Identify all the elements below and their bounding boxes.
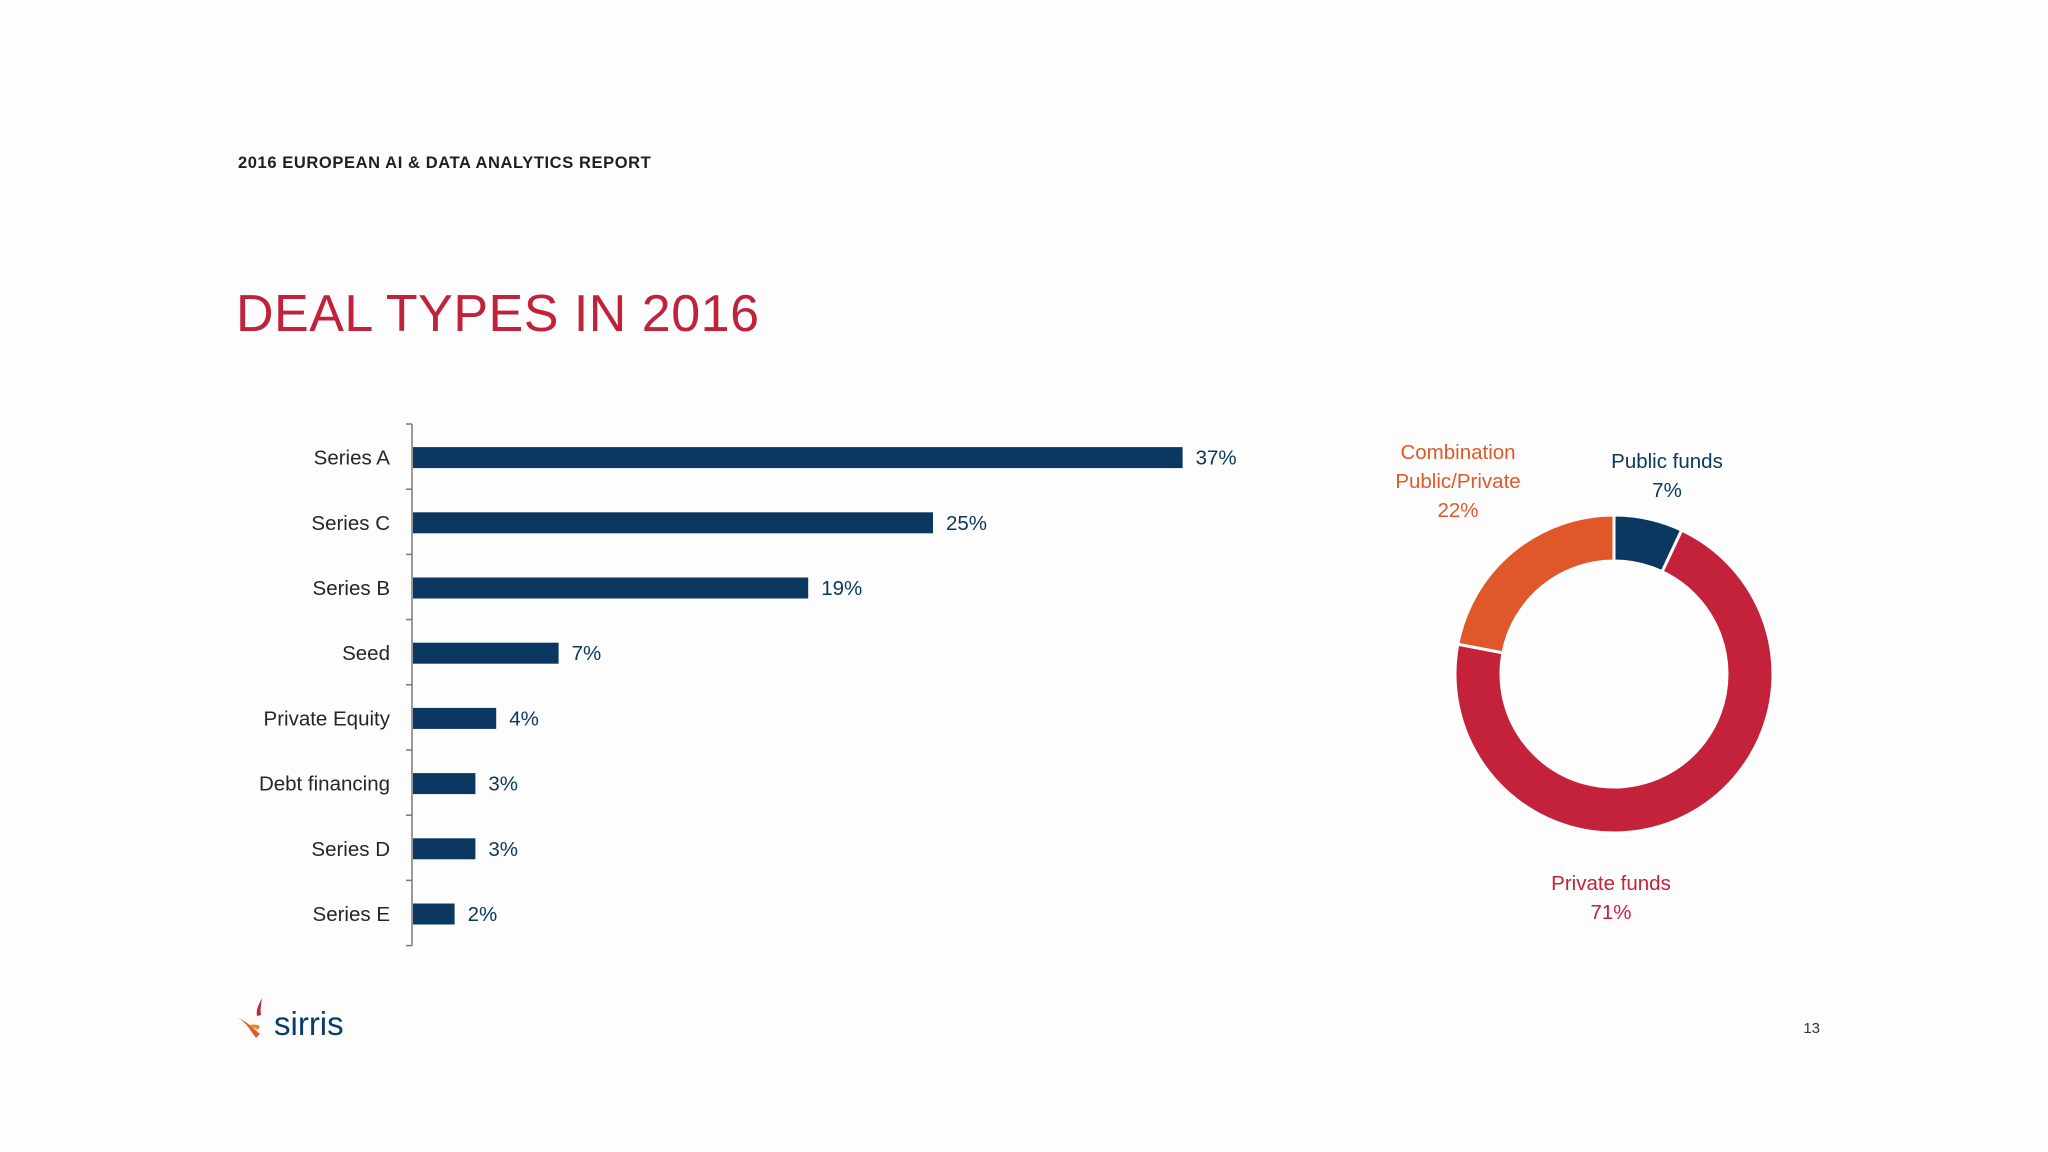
page-title: DEAL TYPES IN 2016 (236, 285, 760, 343)
logo-mark-red (256, 998, 262, 1016)
deal-types-bar-chart: Series A Series C Series B Seed Private Equi… (259, 423, 1237, 947)
page-number: 13 (1803, 1020, 1820, 1037)
donut-value-label: 7% (1652, 479, 1682, 502)
bar (413, 773, 476, 795)
bar-value-label: 2% (468, 903, 498, 926)
bar-value-label: 3% (488, 773, 518, 796)
bar-value-label: 25% (946, 512, 987, 535)
sirris-logo: sirris (238, 998, 344, 1042)
bar-value-label: 4% (509, 707, 539, 730)
donut-slice-label: Private funds (1551, 872, 1671, 895)
bar-category-label: Seed (342, 642, 390, 665)
bar-category-label: Series A (314, 447, 391, 470)
bar-value-label: 3% (488, 838, 518, 861)
bar-category-label: Series B (313, 577, 390, 600)
bar-category-label: Series C (311, 512, 390, 535)
donut-value-label: 22% (1437, 499, 1478, 522)
logo-mark-orange-2 (248, 1024, 260, 1030)
bar (413, 838, 476, 860)
bar (413, 642, 559, 664)
donut-value-label: 71% (1590, 901, 1631, 924)
logo-mark-orange (238, 1018, 260, 1038)
bar-category-label: Series E (313, 903, 390, 926)
bar-category-label: Series D (311, 838, 390, 861)
bar (413, 903, 455, 925)
bar-category-label: Debt financing (259, 773, 390, 796)
bar-value-label: 37% (1196, 447, 1237, 470)
bar (413, 512, 933, 534)
donut-slice-label: Public funds (1611, 450, 1723, 473)
bar (413, 577, 809, 599)
bar-value-label: 19% (821, 577, 862, 600)
donut-slice-label: Combination (1400, 441, 1515, 464)
donut-slice (1456, 513, 1616, 655)
funding-source-donut-chart: Public funds 7% Private funds 71% Combinatio… (1395, 441, 1775, 924)
donut-slice (1453, 528, 1775, 835)
bar (413, 707, 497, 729)
bar-category-label: Private Equity (264, 707, 391, 730)
logo-text: sirris (274, 1005, 344, 1042)
bar (413, 447, 1183, 469)
donut-slice-label: Public/Private (1395, 470, 1520, 493)
bar-value-label: 7% (572, 642, 602, 665)
report-header: 2016 EUROPEAN AI & DATA ANALYTICS REPORT (238, 154, 652, 172)
